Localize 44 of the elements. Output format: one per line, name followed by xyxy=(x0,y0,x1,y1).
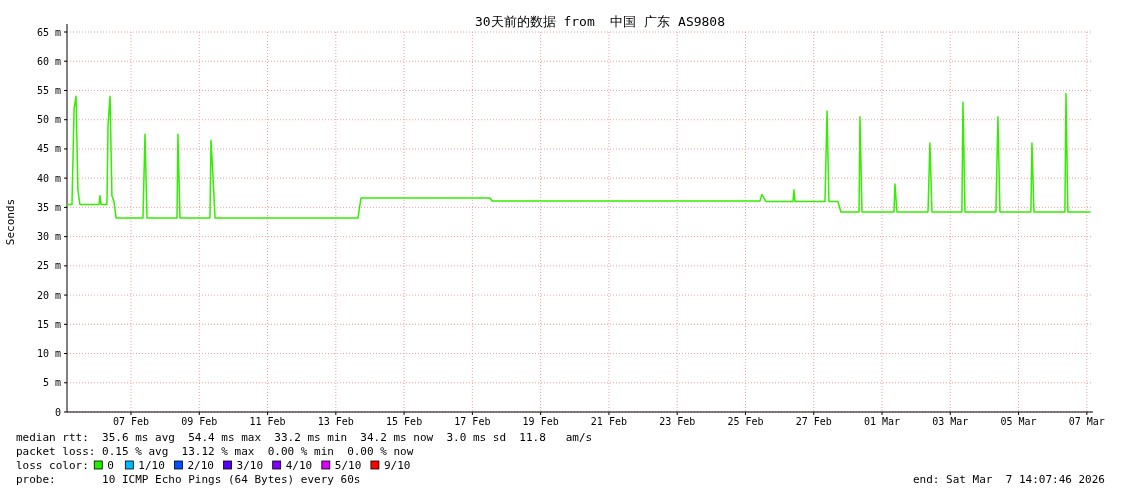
x-tick-label: 01 Mar xyxy=(863,416,901,427)
text: 0 xyxy=(107,459,114,472)
y-tick-label: 60 m xyxy=(36,55,61,67)
text: 9/10 xyxy=(383,459,411,472)
x-tick-label: 27 Feb xyxy=(795,416,832,427)
y-tick-label: 55 m xyxy=(36,84,61,96)
x-tick-label: 05 Mar xyxy=(1000,416,1037,427)
y-tick-label: 25 m xyxy=(36,260,61,272)
y-tick-label: 15 m xyxy=(36,318,61,330)
text: median rtt: 35.6 ms avg 54.4 ms max 33.2 ms min 34.2 ms now 3.0 ms sd 11.8 am/s xyxy=(16,431,593,444)
x-tick-label: 07 Feb xyxy=(112,416,150,427)
x-tick-label: 11 Feb xyxy=(249,416,286,427)
text: 2/10 xyxy=(187,459,214,472)
x-tick-label: 17 Feb xyxy=(454,416,491,427)
text: end: Sat Mar 7 14:07:46 2026 xyxy=(912,473,1105,486)
y-tick-label: 30 m xyxy=(36,231,61,243)
text: 4/10 xyxy=(285,459,313,472)
x-tick-label: 19 Feb xyxy=(522,416,559,427)
x-tick-label: 15 Feb xyxy=(386,416,423,427)
text: loss color: xyxy=(16,459,89,472)
x-tick-label: 13 Feb xyxy=(317,416,354,427)
y-tick-label: 10 m xyxy=(36,348,61,360)
y-axis-title: Seconds xyxy=(4,198,17,246)
y-tick-label: 20 m xyxy=(36,289,61,301)
y-tick-label: 45 m xyxy=(36,143,61,155)
y-tick-label: 35 m xyxy=(36,201,61,213)
text: 3/10 xyxy=(236,459,264,472)
y-tick-label: 40 m xyxy=(36,172,61,184)
y-tick-label: 5 m xyxy=(42,377,61,389)
text: probe: 10 ICMP Echo Pings (64 Bytes) every 60s xyxy=(16,473,361,486)
line-series xyxy=(66,92,1091,219)
text: packet loss: 0.15 % avg 13.12 % max 0.00 % min 0.00 % now xyxy=(16,445,414,458)
text: 1/10 xyxy=(138,459,165,472)
x-tick-label: 21 Feb xyxy=(590,416,627,427)
x-tick-label: 09 Feb xyxy=(181,416,218,427)
x-tick-label: 07 Mar xyxy=(1068,416,1105,427)
x-tick-label: 23 Feb xyxy=(659,416,696,427)
y-tick-label: 0 xyxy=(54,406,61,418)
x-tick-label: 03 Mar xyxy=(932,416,969,427)
text: 5/10 xyxy=(334,459,362,472)
y-tick-label: 65 m xyxy=(36,26,61,38)
x-tick-label: 25 Feb xyxy=(727,416,764,427)
chart-title: 30天前的数据 from 中国 广东 AS9808 xyxy=(474,14,726,29)
y-tick-label: 50 m xyxy=(36,114,61,126)
